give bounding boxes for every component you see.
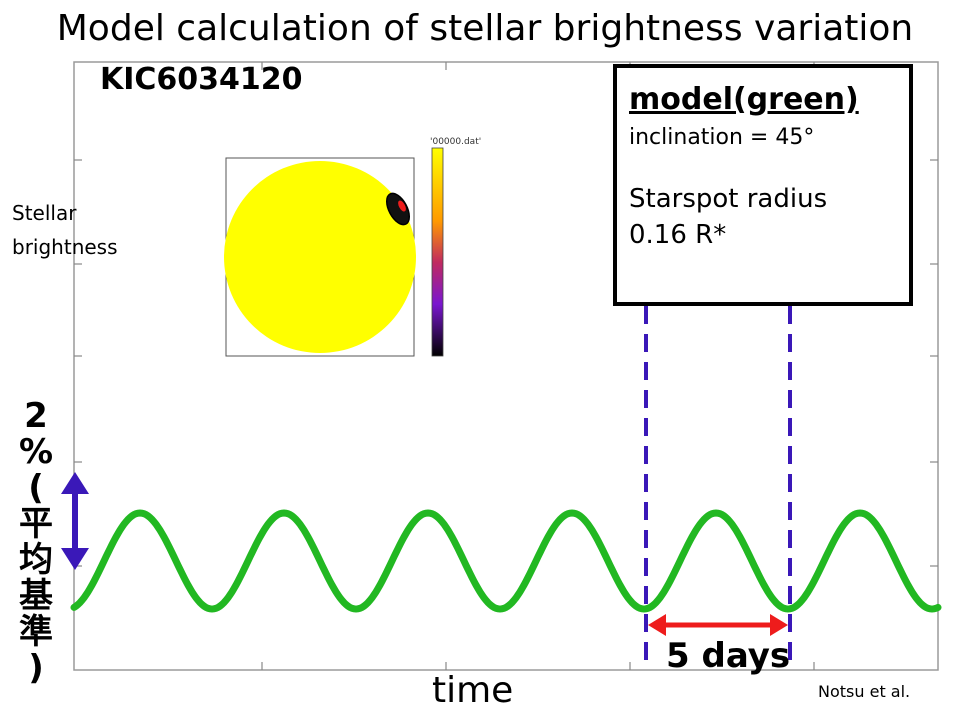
inclination-text: inclination = 45° <box>629 125 815 150</box>
credit-text: Notsu et al. <box>818 682 911 701</box>
starspot-highlight <box>398 200 406 212</box>
star-disk <box>224 161 416 353</box>
star-colorbar <box>431 147 444 357</box>
amplitude-scale-label: 2 % ( 平 均 基 準 ) <box>18 396 54 688</box>
light-curve-series <box>70 509 942 613</box>
plot-frame <box>73 61 939 671</box>
starspot <box>385 192 411 226</box>
chart-title: Model calculation of stellar brightness … <box>56 8 914 49</box>
star-id-label: KIC6034120 <box>100 62 303 97</box>
spot-radius-label: Starspot radius <box>629 184 828 214</box>
spot-radius-value: 0.16 R* <box>629 220 727 250</box>
model-heading: model(green) <box>629 82 859 117</box>
star-image-inset <box>104 96 542 432</box>
colorbar-label: '00000.dat' <box>430 137 482 147</box>
period-arrow <box>648 614 788 636</box>
model-info-box: model(green) inclination = 45° Starspot … <box>613 64 913 306</box>
period-label: 5 days <box>666 636 791 676</box>
amplitude-scale-arrow <box>61 472 89 570</box>
x-axis-label: time <box>432 670 514 711</box>
y-axis-label: Stellar brightness <box>12 201 118 259</box>
